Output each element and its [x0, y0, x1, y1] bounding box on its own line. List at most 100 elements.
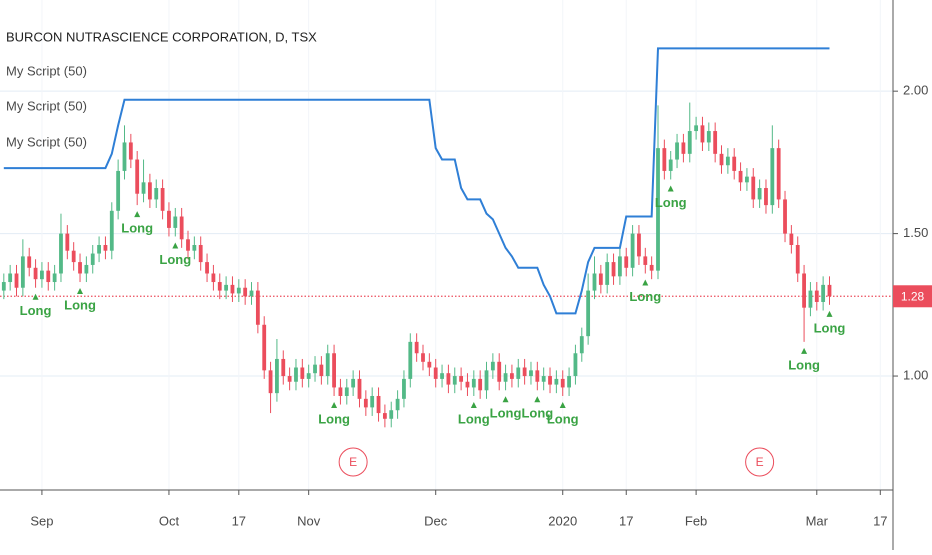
chart-title: BURCON NUTRASCIENCE CORPORATION, D, TSX — [6, 29, 317, 44]
candle-body — [427, 361, 432, 368]
candle-body — [128, 142, 133, 160]
candle-body — [465, 381, 470, 388]
candle-body — [675, 142, 679, 160]
y-tick-label: 1.50 — [903, 225, 928, 240]
candle-body — [275, 358, 279, 394]
candle-body — [59, 233, 63, 274]
candle-body — [217, 282, 222, 291]
candle-body — [459, 376, 464, 382]
candle-body — [332, 353, 336, 388]
candle-body — [668, 159, 673, 171]
signal-label: Long — [20, 303, 52, 318]
candle-body — [198, 245, 203, 263]
candle-body — [516, 367, 521, 379]
candle-body — [173, 216, 178, 228]
signal-label: Long — [629, 289, 661, 304]
candle-body — [14, 273, 19, 288]
signal-label: Long — [159, 252, 191, 267]
candle-body — [783, 199, 787, 234]
candle-body — [497, 361, 502, 382]
candle-body — [821, 284, 826, 302]
candle-body — [160, 188, 165, 211]
candle-body — [243, 287, 248, 297]
candle-body — [90, 253, 95, 265]
candle-body — [567, 376, 571, 388]
candle-body — [510, 373, 514, 379]
signal-marker — [667, 185, 674, 192]
candle-body — [338, 387, 343, 396]
candle-body — [637, 233, 641, 257]
candle-body — [649, 264, 654, 271]
candle-body — [433, 367, 438, 379]
candle-body — [802, 273, 806, 308]
candle-body — [764, 188, 768, 206]
candle-body — [306, 373, 311, 379]
candle-body — [109, 210, 114, 251]
candle-body — [294, 367, 298, 382]
candle-body — [605, 262, 610, 285]
candle-body — [573, 353, 578, 377]
candle-body — [97, 245, 101, 254]
signal-marker — [801, 347, 808, 354]
candle-body — [732, 156, 737, 171]
signal-label: Long — [458, 411, 490, 426]
candle-body — [33, 267, 38, 280]
x-tick-label: Oct — [159, 513, 180, 528]
candle-body — [192, 245, 197, 251]
candle-body — [376, 395, 381, 414]
candle-body — [554, 378, 559, 385]
candle-body — [255, 290, 260, 325]
candle-body — [300, 367, 305, 379]
candle-body — [344, 387, 349, 396]
candle-body — [738, 170, 743, 183]
y-tick-label: 1.00 — [903, 367, 928, 382]
legend-entry: My Script (50) — [6, 63, 87, 78]
candle-body — [776, 148, 781, 200]
candle-body — [541, 376, 546, 382]
signal-marker — [642, 279, 649, 286]
candle-body — [478, 378, 483, 391]
candle-body — [147, 182, 152, 200]
candle-body — [700, 125, 705, 143]
signal-marker — [77, 288, 84, 295]
event-label: E — [349, 455, 357, 469]
candle-body — [789, 233, 794, 245]
candle-body — [529, 370, 533, 377]
signal-label: Long — [788, 357, 820, 372]
event-label: E — [756, 455, 764, 469]
candle-body — [395, 398, 400, 411]
candle-body — [611, 262, 616, 277]
candle-body — [617, 256, 622, 277]
signal-label: Long — [521, 406, 553, 421]
candle-body — [65, 233, 70, 251]
candle-body — [446, 373, 451, 385]
candle-body — [808, 290, 813, 308]
candle-body — [706, 131, 711, 143]
candle-body — [827, 284, 832, 297]
candle-body — [40, 270, 44, 280]
candle-body — [630, 233, 635, 268]
candle-body — [713, 131, 718, 154]
candle-body — [363, 398, 368, 408]
candle-body — [179, 216, 184, 240]
legend-entry: My Script (50) — [6, 98, 87, 113]
candle-body — [503, 373, 508, 382]
candle-body — [167, 210, 171, 228]
x-tick-label: 17 — [232, 513, 246, 528]
signal-label: Long — [64, 297, 96, 312]
candle-body — [103, 245, 108, 251]
candle-body — [471, 378, 476, 388]
candle-body — [414, 341, 419, 354]
candle-body — [141, 182, 146, 194]
x-tick-label: Mar — [806, 513, 829, 528]
candle-body — [122, 142, 127, 171]
x-tick-label: 17 — [619, 513, 633, 528]
candle-body — [236, 287, 241, 294]
candle-body — [421, 353, 425, 362]
candle-body — [694, 125, 699, 132]
candle-body — [745, 176, 749, 183]
candle-body — [814, 290, 819, 302]
signal-marker — [502, 396, 509, 403]
candle-body — [154, 188, 159, 200]
candle-body — [351, 378, 356, 388]
